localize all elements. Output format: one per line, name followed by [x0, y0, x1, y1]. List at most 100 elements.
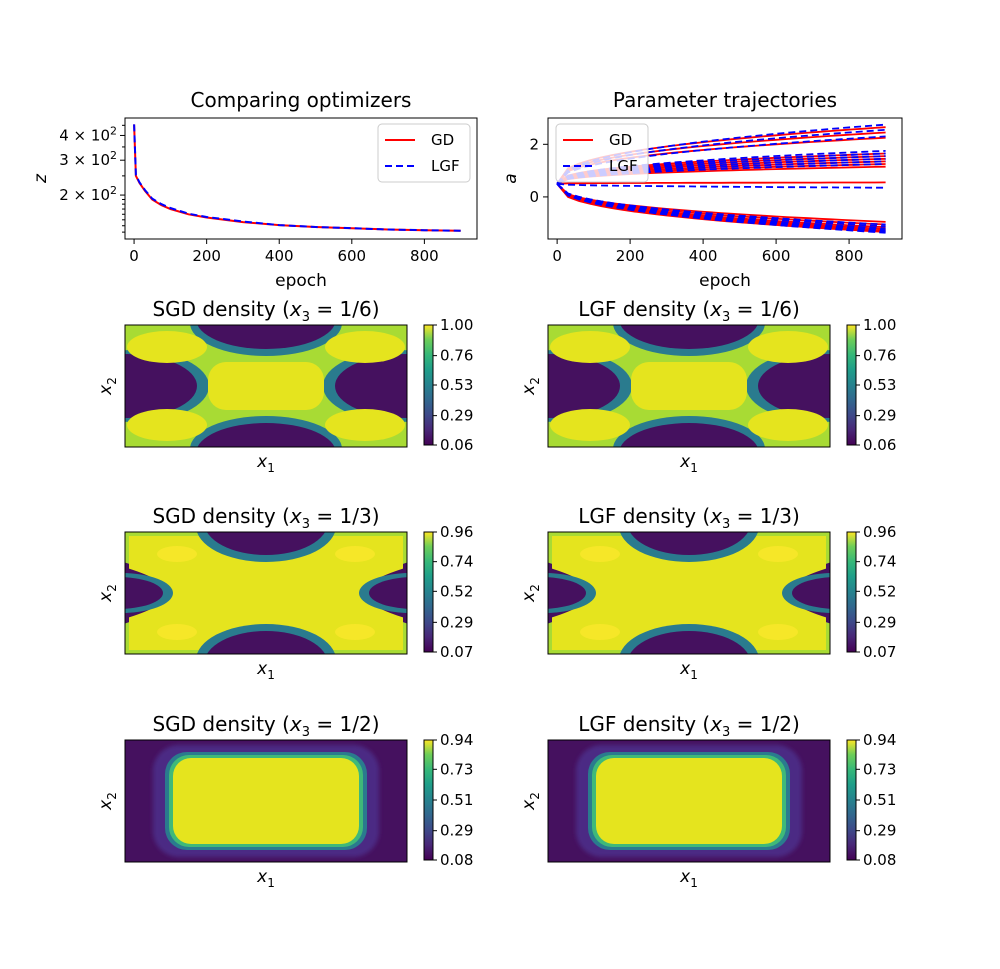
- heatmap-frame: [547, 324, 831, 448]
- trajectory-y-axis-label: a: [501, 173, 521, 183]
- heatmap-title: SGD density (x3 = 1/6): [152, 297, 379, 325]
- colorbar: [846, 324, 857, 446]
- colorbar-tick-label: 0.29: [440, 822, 473, 840]
- heatmap-level: [125, 577, 163, 609]
- colorbar: [423, 324, 434, 446]
- heatmap-title-suffix: = 1/2): [310, 712, 379, 736]
- colorbar-tick-label: 0.29: [863, 613, 896, 631]
- heatmap-x-label-var: x: [256, 659, 268, 679]
- colorbar-tick-label: 0.51: [863, 791, 896, 809]
- heatmap-x-label-sub: 1: [690, 461, 698, 475]
- heatmap-level: [792, 577, 830, 609]
- heatmap-frame: [124, 739, 408, 863]
- heatmap-title-var: x: [709, 712, 722, 736]
- trajectory-x-axis-label: epoch: [699, 271, 751, 291]
- heatmap-title-sub: 3: [302, 310, 310, 325]
- heatmap-title-sub: 3: [302, 517, 310, 532]
- trajectory-legend-box: [555, 123, 649, 183]
- loss-y-tick-label: 4 × 102: [59, 124, 117, 144]
- heatmap-image: [548, 325, 830, 447]
- heatmap-x-label-var: x: [256, 452, 268, 472]
- trajectory-y-tick-label: 0: [529, 188, 539, 206]
- colorbar-tick-label: 0.96: [440, 523, 473, 541]
- heatmap-y-label-sub: 2: [105, 792, 119, 800]
- colorbar-tick-label: 0.08: [440, 851, 473, 869]
- heatmap-panel-sgd13: SGD density (x3 = 1/3)x1x20.070.290.520.…: [96, 504, 473, 682]
- heatmap-blob: [758, 624, 798, 640]
- heatmap-x-label: x1: [256, 867, 275, 890]
- heatmap-frame: [547, 739, 831, 863]
- colorbar-tick-label: 1.00: [863, 316, 896, 334]
- loss-series-group: [133, 124, 461, 232]
- heatmap-level: [335, 354, 407, 418]
- trajectory-y-tick-label: 2: [529, 135, 539, 153]
- colorbar-tick-label: 0.07: [440, 643, 473, 661]
- heatmap-y-label-sub: 2: [105, 584, 119, 592]
- loss-chart: Comparing optimizers epoch z 0 200 400 600 800 2…: [31, 88, 471, 291]
- heatmap-level: [620, 325, 758, 349]
- heatmap-level: [369, 577, 407, 609]
- heatmap-title-prefix: LGF density (: [578, 504, 710, 528]
- colorbar-tick-label: 0.73: [440, 760, 473, 778]
- heatmap-y-label-sub: 2: [528, 584, 542, 592]
- loss-x-tick-label: 400: [265, 247, 294, 265]
- heatmap-x-label-sub: 1: [690, 876, 698, 890]
- heatmap-panel-sgd16: SGD density (x3 = 1/6)x1x20.060.290.530.…: [96, 297, 473, 475]
- trajectory-x-tick-label: 0: [552, 247, 562, 265]
- heatmap-x-label-var: x: [256, 867, 268, 887]
- heatmap-level: [548, 354, 620, 418]
- loss-legend-box: [377, 123, 471, 183]
- heatmap-title-suffix: = 1/3): [310, 504, 379, 528]
- loss-x-tick-label: 800: [410, 247, 439, 265]
- colorbar-tick-label: 1.00: [440, 316, 473, 334]
- colorbar-tick-label: 0.96: [863, 523, 896, 541]
- colorbar-tick-label: 0.29: [440, 407, 473, 425]
- heatmap-level: [629, 631, 749, 654]
- heatmap-title-sub: 3: [722, 517, 730, 532]
- heatmap-level: [552, 536, 826, 650]
- trajectory-axes-frame: [547, 117, 903, 240]
- colorbar-tick-label: 0.29: [863, 407, 896, 425]
- heatmap-y-label: x2: [96, 792, 119, 811]
- colorbar-tick-label: 0.74: [440, 553, 473, 571]
- heatmap-level: [129, 536, 403, 650]
- heatmap-blob: [580, 546, 620, 562]
- heatmap-blob: [157, 546, 197, 562]
- loss-y-tick-base: 2 × 10: [59, 186, 110, 204]
- heatmap-frame: [547, 531, 831, 655]
- trajectory-gd-line: [557, 181, 886, 185]
- colorbar-tick-label: 0.76: [863, 347, 896, 365]
- colorbar: [846, 739, 857, 861]
- trajectory-x-tick-label: 200: [616, 247, 645, 265]
- heatmap-blob: [748, 409, 828, 441]
- heatmap-x-label: x1: [679, 867, 698, 890]
- heatmap-x-label-var: x: [679, 452, 691, 472]
- heatmap-y-label: x2: [519, 377, 542, 396]
- heatmap-title-suffix: = 1/2): [730, 712, 799, 736]
- heatmap-level: [206, 532, 326, 555]
- heatmap-panel-sgd12: SGD density (x3 = 1/2)x1x20.080.290.510.…: [96, 712, 473, 890]
- heatmap-y-label-var: x: [519, 384, 539, 396]
- heatmap-level: [631, 362, 747, 410]
- loss-y-tick-label: 3 × 102: [59, 149, 117, 169]
- heatmap-y-label-sub: 2: [528, 377, 542, 385]
- colorbar-tick-label: 0.53: [440, 376, 473, 394]
- heatmap-panel-lgf12: LGF density (x3 = 1/2)x1x20.080.290.510.…: [519, 712, 896, 890]
- loss-x-tick-label: 0: [129, 247, 139, 265]
- heatmap-blob: [127, 331, 207, 363]
- colorbar-tick-label: 0.94: [863, 731, 896, 749]
- heatmap-level: [125, 354, 197, 418]
- loss-y-tick-exp: 2: [110, 124, 117, 137]
- heatmap-blob: [758, 546, 798, 562]
- heatmap-y-label-sub: 2: [528, 792, 542, 800]
- heatmap-blob: [335, 624, 375, 640]
- trajectory-chart-title: Parameter trajectories: [613, 88, 837, 112]
- loss-y-tick-exp: 2: [110, 149, 117, 162]
- heatmap-blob: [325, 409, 405, 441]
- colorbar-tick-label: 0.51: [440, 791, 473, 809]
- loss-chart-title: Comparing optimizers: [191, 88, 412, 112]
- heatmap-y-label-sub: 2: [105, 377, 119, 385]
- colorbar-tick-label: 0.07: [863, 643, 896, 661]
